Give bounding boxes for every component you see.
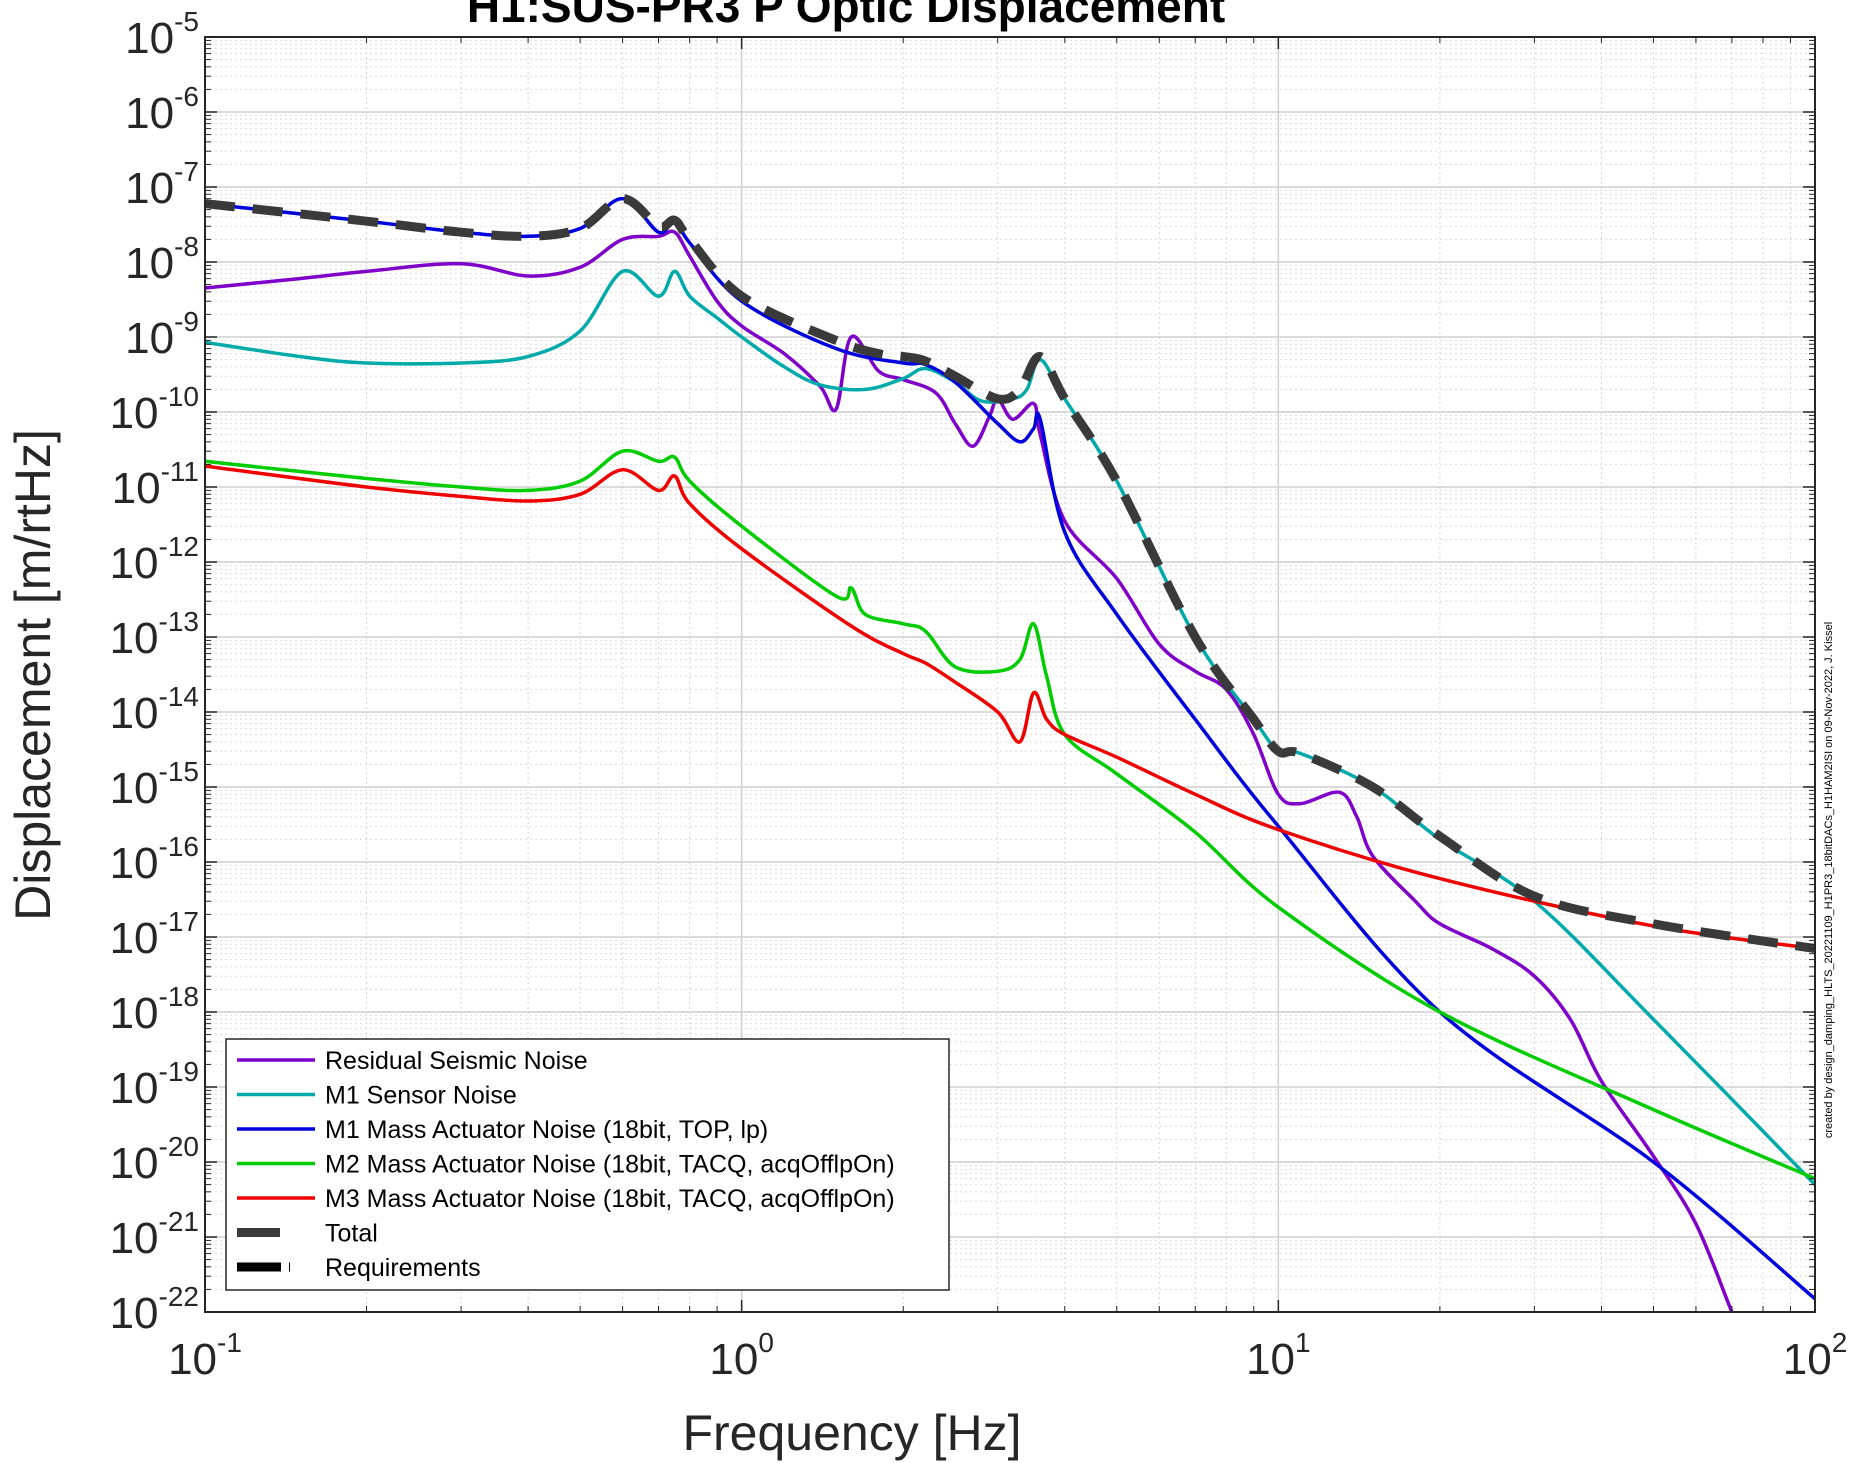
y-tick-label: 10-5 <box>125 6 199 63</box>
legend-label: M1 Mass Actuator Noise (18bit, TOP, lp) <box>325 1116 768 1144</box>
credit-text: created by design_damping_HLTS_20221109_… <box>1823 622 1835 1138</box>
y-tick-label: 10-10 <box>110 381 199 438</box>
y-tick-label: 10-15 <box>110 756 199 813</box>
y-tick-label: 10-18 <box>110 981 199 1038</box>
legend-label: M1 Sensor Noise <box>325 1082 517 1110</box>
series-line-4 <box>205 448 1815 1181</box>
tick-marks <box>204 36 1816 1313</box>
y-tick-label: 10-17 <box>110 906 199 963</box>
y-axis-title: Displacement [m/rtHz] <box>5 429 61 921</box>
legend: Residual Seismic Noise M1 Sensor Noise M1 … <box>225 1038 950 1291</box>
legend-label: Total <box>325 1220 378 1248</box>
legend-label: M2 Mass Actuator Noise (18bit, TACQ, acq… <box>325 1151 895 1179</box>
series-layer <box>205 194 1815 1312</box>
y-tick-label: 10-11 <box>112 456 199 513</box>
x-tick-label: 101 <box>1246 1327 1311 1384</box>
x-tick-labels: 10-1 100 101 102 <box>168 1327 1847 1384</box>
y-tick-labels: 10-5 10-6 10-7 10-8 10-9 10-10 10-11 10-12 10-13… <box>110 6 199 1338</box>
y-tick-label: 10-7 <box>125 156 199 213</box>
y-tick-label: 10-22 <box>110 1281 199 1338</box>
y-tick-label: 10-21 <box>110 1206 199 1263</box>
x-axis-title: Frequency [Hz] <box>682 1405 1021 1461</box>
y-tick-label: 10-6 <box>125 81 199 138</box>
series-line-5 <box>205 464 1815 951</box>
x-tick-label: 100 <box>709 1327 774 1384</box>
series-line-6 <box>205 194 1815 954</box>
y-tick-label: 10-12 <box>110 531 199 588</box>
series-line-3 <box>205 196 1815 1301</box>
plot-frame <box>204 36 1816 1313</box>
y-tick-label: 10-13 <box>110 606 199 663</box>
legend-box <box>225 1038 950 1291</box>
legend-label: Residual Seismic Noise <box>325 1047 588 1075</box>
series-line-1 <box>205 229 1734 1312</box>
x-tick-label: 10-1 <box>168 1327 242 1384</box>
y-tick-label: 10-8 <box>125 231 199 288</box>
chart-title: H1:SUS-PR3 P Optic Displacement <box>467 0 1225 32</box>
y-tick-label: 10-16 <box>110 831 199 888</box>
minor-grid <box>205 37 1815 1312</box>
y-tick-label: 10-14 <box>110 681 199 738</box>
legend-label: M3 Mass Actuator Noise (18bit, TACQ, acq… <box>325 1185 895 1213</box>
y-tick-label: 10-20 <box>110 1131 199 1188</box>
x-tick-label: 102 <box>1783 1327 1848 1384</box>
y-tick-label: 10-9 <box>125 306 199 363</box>
y-tick-label: 10-19 <box>110 1056 199 1113</box>
legend-label: Requirements <box>325 1254 481 1282</box>
